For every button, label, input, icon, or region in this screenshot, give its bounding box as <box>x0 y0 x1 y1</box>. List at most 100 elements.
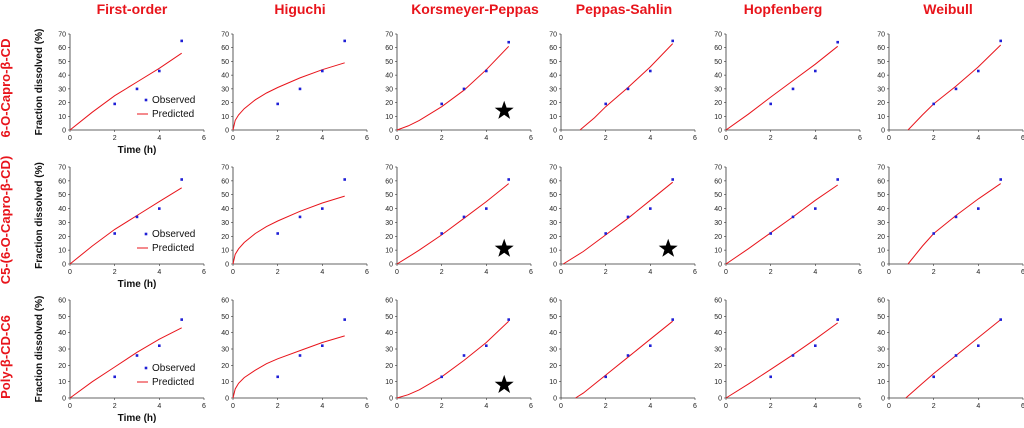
x-tick-label: 2 <box>769 269 773 276</box>
x-tick-label: 0 <box>887 269 891 276</box>
y-tick-label: 10 <box>58 379 66 386</box>
panel-r2-c4: 0 10 20 30 40 50 60 70 0 2 4 6 <box>549 165 697 277</box>
observed-point <box>814 344 817 347</box>
x-tick-label: 6 <box>365 403 369 410</box>
observed-point <box>485 344 488 347</box>
y-tick-label: 20 <box>549 234 557 241</box>
x-tick-label: 2 <box>604 403 608 410</box>
observed-point <box>649 207 652 210</box>
predicted-line <box>396 183 510 265</box>
y-tick-label: 20 <box>58 363 66 370</box>
panel-r1-c3: 0 10 20 30 40 50 60 70 0 2 4 6 <box>385 32 533 143</box>
row-title-3: Poly-β-CD-C6 <box>0 315 13 399</box>
observed-point <box>604 232 607 235</box>
y-tick-label: 20 <box>714 100 722 107</box>
observed-point <box>276 232 279 235</box>
x-tick-label: 6 <box>202 403 206 410</box>
y-tick-label: 40 <box>714 73 722 80</box>
y-tick-label: 40 <box>549 330 557 337</box>
y-tick-label: 10 <box>549 379 557 386</box>
y-tick-label: 0 <box>881 128 885 135</box>
observed-point <box>977 69 980 73</box>
y-tick-label: 40 <box>714 330 722 337</box>
panel-r3-c5: 0 10 20 30 40 50 60 0 2 4 6 <box>714 298 862 411</box>
x-tick-label: 4 <box>648 135 652 142</box>
legend-observed-marker <box>144 98 148 102</box>
y-tick-label: 70 <box>221 165 229 172</box>
y-tick-label: 60 <box>385 178 393 185</box>
best-fit-star-icon <box>494 374 514 393</box>
y-tick-label: 0 <box>225 262 229 269</box>
y-tick-label: 60 <box>549 298 557 305</box>
y-tick-label: 0 <box>62 396 66 403</box>
x-tick-label: 4 <box>484 135 488 142</box>
observed-point <box>507 40 510 44</box>
y-tick-label: 10 <box>549 248 557 255</box>
legend-observed-label: Observed <box>152 363 195 374</box>
y-tick-label: 10 <box>221 114 229 121</box>
predicted-line <box>907 44 1002 131</box>
y-tick-label: 50 <box>714 314 722 321</box>
y-tick-label: 40 <box>385 206 393 213</box>
panel-r2-c3: 0 10 20 30 40 50 60 70 0 2 4 6 <box>385 165 533 277</box>
y-tick-label: 50 <box>714 59 722 66</box>
observed-point <box>932 232 935 235</box>
observed-point <box>954 354 958 357</box>
y-tick-label: 50 <box>221 314 229 321</box>
x-tick-label: 4 <box>813 403 817 410</box>
y-tick-label: 0 <box>553 396 557 403</box>
y-tick-label: 50 <box>549 59 557 66</box>
y-tick-label: 10 <box>385 379 393 386</box>
x-tick-label: 4 <box>484 269 488 276</box>
observed-point <box>158 344 161 347</box>
y-tick-label: 20 <box>385 363 393 370</box>
observed-point <box>836 318 839 321</box>
y-tick-label: 60 <box>58 45 66 52</box>
predicted-line <box>232 335 345 399</box>
y-tick-label: 70 <box>877 165 885 172</box>
y-tick-label: 20 <box>549 100 557 107</box>
x-tick-label: 0 <box>559 269 563 276</box>
y-tick-label: 40 <box>58 206 66 213</box>
x-tick-label: 0 <box>231 403 235 410</box>
y-tick-label: 10 <box>221 248 229 255</box>
x-tick-label: 0 <box>68 403 72 410</box>
column-title-2: Higuchi <box>274 1 325 17</box>
y-tick-label: 40 <box>549 73 557 80</box>
x-tick-label: 2 <box>113 135 117 142</box>
observed-point <box>977 344 980 347</box>
y-tick-label: 50 <box>877 192 885 199</box>
x-tick-label: 2 <box>113 403 117 410</box>
observed-point <box>180 318 183 321</box>
y-tick-label: 50 <box>58 192 66 199</box>
y-tick-label: 30 <box>385 347 393 354</box>
x-tick-label: 0 <box>68 135 72 142</box>
observed-point <box>769 375 772 379</box>
y-tick-label: 60 <box>714 178 722 185</box>
x-tick-label: 6 <box>693 135 697 142</box>
y-tick-label: 10 <box>549 114 557 121</box>
observed-point <box>343 318 346 321</box>
y-tick-label: 70 <box>714 32 722 39</box>
predicted-line <box>232 195 345 265</box>
observed-point <box>440 375 443 379</box>
predicted-line <box>725 184 838 265</box>
observed-point <box>836 40 839 44</box>
observed-point <box>932 375 935 379</box>
x-tick-label: 4 <box>157 403 161 410</box>
best-fit-star-icon <box>494 238 514 257</box>
x-tick-label: 0 <box>395 135 399 142</box>
x-tick-label: 2 <box>276 269 280 276</box>
column-title-5: Hopfenberg <box>744 1 823 17</box>
x-tick-label: 6 <box>1021 135 1024 142</box>
x-tick-label: 2 <box>932 135 936 142</box>
x-tick-label: 6 <box>858 403 862 410</box>
x-tick-label: 0 <box>559 403 563 410</box>
y-tick-label: 20 <box>549 363 557 370</box>
y-tick-label: 30 <box>221 347 229 354</box>
observed-point <box>836 178 839 181</box>
x-tick-label: 2 <box>604 135 608 142</box>
y-tick-label: 0 <box>718 128 722 135</box>
legend-observed-label: Observed <box>152 229 195 240</box>
x-tick-label: 0 <box>559 135 563 142</box>
